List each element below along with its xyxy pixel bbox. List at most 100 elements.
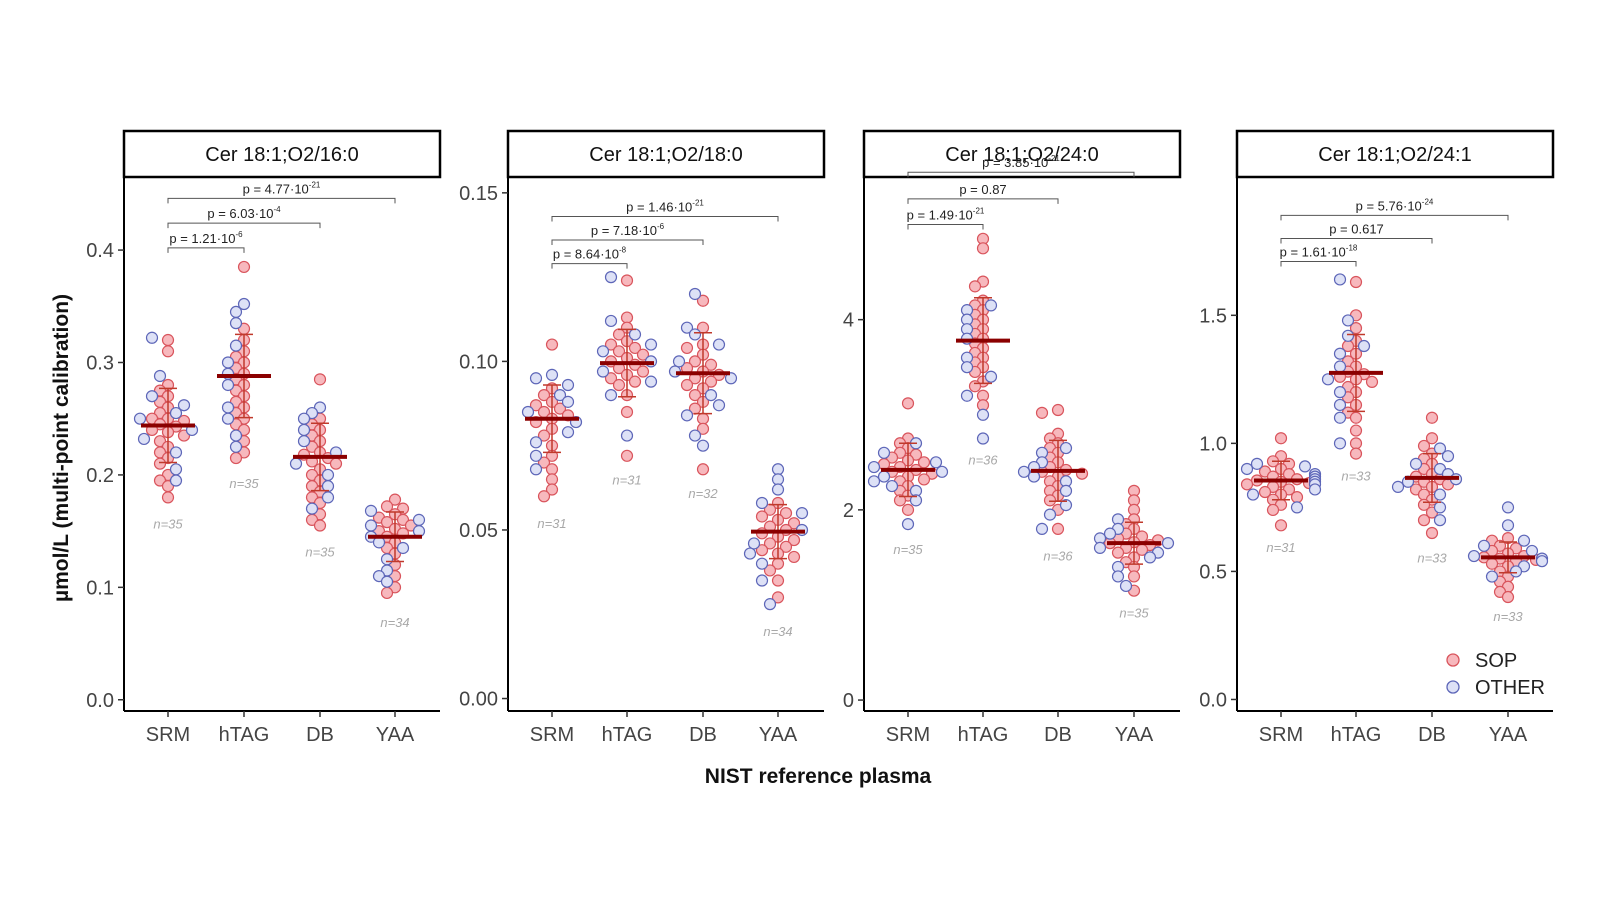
data-point-sop bbox=[161, 491, 175, 504]
data-point-sop bbox=[755, 510, 769, 523]
data-point-sop bbox=[968, 380, 982, 393]
data-point-other bbox=[529, 372, 543, 385]
data-point-other bbox=[901, 518, 915, 531]
data-point-sop bbox=[1501, 590, 1515, 604]
data-point-other bbox=[620, 429, 634, 442]
p-value-label: p = 8.64·10-8 bbox=[553, 246, 627, 262]
data-point-other bbox=[771, 483, 785, 496]
data-point-other bbox=[221, 401, 235, 414]
x-tick-label: hTAG bbox=[219, 724, 270, 746]
data-point-other bbox=[1509, 565, 1523, 578]
data-point-sop bbox=[1043, 494, 1057, 507]
data-point-other bbox=[976, 432, 990, 445]
data-point-sop bbox=[688, 389, 702, 402]
data-point-other bbox=[221, 356, 235, 369]
n-label: n=36 bbox=[968, 452, 998, 467]
data-point-sop bbox=[771, 574, 785, 587]
data-point-other bbox=[704, 389, 718, 402]
data-point-sop bbox=[696, 294, 710, 307]
n-label: n=35 bbox=[305, 544, 335, 559]
data-point-sop bbox=[917, 473, 931, 486]
data-point-sop bbox=[917, 456, 931, 469]
data-point-other bbox=[145, 390, 159, 403]
data-point-sop bbox=[313, 519, 327, 532]
x-tick-label: DB bbox=[1044, 724, 1072, 746]
data-point-sop bbox=[636, 365, 650, 378]
data-point-other bbox=[133, 412, 147, 425]
significance-bracket bbox=[551, 263, 628, 269]
data-point-sop bbox=[545, 483, 559, 496]
data-point-sop bbox=[537, 429, 551, 442]
data-point-sop bbox=[893, 494, 907, 507]
data-point-other bbox=[909, 494, 923, 507]
data-point-other bbox=[1059, 441, 1073, 455]
data-point-other bbox=[364, 504, 378, 517]
n-label: n=31 bbox=[537, 516, 566, 531]
data-point-other bbox=[1341, 329, 1355, 342]
data-point-sop bbox=[329, 457, 343, 470]
significance-bracket bbox=[167, 197, 396, 204]
data-point-other bbox=[743, 547, 757, 560]
data-point-other bbox=[229, 305, 243, 319]
data-point-other bbox=[688, 328, 702, 341]
data-point-other bbox=[297, 435, 311, 448]
data-point-other bbox=[237, 297, 251, 311]
data-point-other bbox=[297, 423, 311, 437]
data-point-sop bbox=[537, 389, 551, 402]
data-point-sop bbox=[388, 493, 402, 506]
data-point-other bbox=[169, 463, 183, 476]
data-point-sop bbox=[779, 540, 793, 553]
data-point-other bbox=[960, 361, 974, 374]
data-point-other bbox=[1433, 488, 1447, 501]
data-point-other bbox=[712, 399, 726, 412]
x-tick-label: SRM bbox=[1259, 724, 1303, 746]
data-point-other bbox=[976, 408, 990, 421]
data-point-other bbox=[1143, 551, 1157, 564]
p-value-label: p = 3.85·10-21 bbox=[982, 154, 1060, 170]
data-point-sop bbox=[529, 399, 543, 412]
y-tick-label: 0.15 bbox=[459, 183, 498, 205]
data-point-other bbox=[169, 474, 183, 487]
data-point-other bbox=[561, 426, 575, 439]
facet-panel: Cer 18:1;O2/16:0 0.0 0.1 0.2 0.3 0.4 SRM hTAG DB… bbox=[86, 129, 442, 746]
legend-label: SOP bbox=[1475, 650, 1517, 672]
data-point-other bbox=[755, 557, 769, 570]
data-point-other bbox=[529, 449, 543, 462]
data-point-other bbox=[604, 389, 618, 402]
data-point-sop bbox=[553, 402, 567, 415]
significance-bracket bbox=[1280, 237, 1433, 244]
data-point-other bbox=[1093, 541, 1107, 554]
data-point-sop bbox=[545, 473, 559, 486]
data-point-sop bbox=[380, 586, 394, 600]
x-tick-label: YAA bbox=[759, 724, 798, 746]
y-tick-label: 0.0 bbox=[1199, 689, 1227, 711]
data-point-sop bbox=[688, 355, 702, 368]
data-point-sop bbox=[1425, 432, 1439, 445]
data-point-sop bbox=[1349, 411, 1363, 424]
data-point-other bbox=[521, 405, 535, 419]
facet-title: Cer 18:1;O2/16:0 bbox=[205, 144, 358, 166]
data-point-other bbox=[289, 457, 303, 470]
data-point-sop bbox=[1127, 570, 1141, 583]
data-point-other bbox=[1043, 508, 1057, 521]
data-point-sop bbox=[545, 463, 559, 476]
data-point-other bbox=[545, 368, 559, 381]
y-tick-label: 2 bbox=[843, 500, 854, 522]
data-point-sop bbox=[680, 378, 694, 392]
data-point-other bbox=[885, 479, 899, 493]
data-point-sop bbox=[161, 333, 175, 347]
y-axis-title: µmol/L (multi-point calibration) bbox=[50, 294, 73, 602]
x-tick-label: DB bbox=[689, 724, 717, 746]
facet-panel: Cer 18:1;O2/18:0 0.00 0.05 0.10 0.15 SRM hTAG D… bbox=[459, 129, 826, 746]
n-label: n=36 bbox=[1043, 549, 1073, 564]
data-point-other bbox=[1017, 465, 1031, 478]
data-point-other bbox=[1119, 579, 1133, 593]
significance-bracket bbox=[907, 198, 1059, 204]
data-point-sop bbox=[779, 507, 793, 520]
data-point-other bbox=[1341, 314, 1355, 327]
y-tick-label: 0.0 bbox=[86, 690, 114, 712]
data-point-sop bbox=[1417, 439, 1431, 453]
data-point-other bbox=[1333, 398, 1347, 412]
n-label: n=35 bbox=[229, 476, 259, 491]
data-point-sop bbox=[1051, 403, 1065, 417]
